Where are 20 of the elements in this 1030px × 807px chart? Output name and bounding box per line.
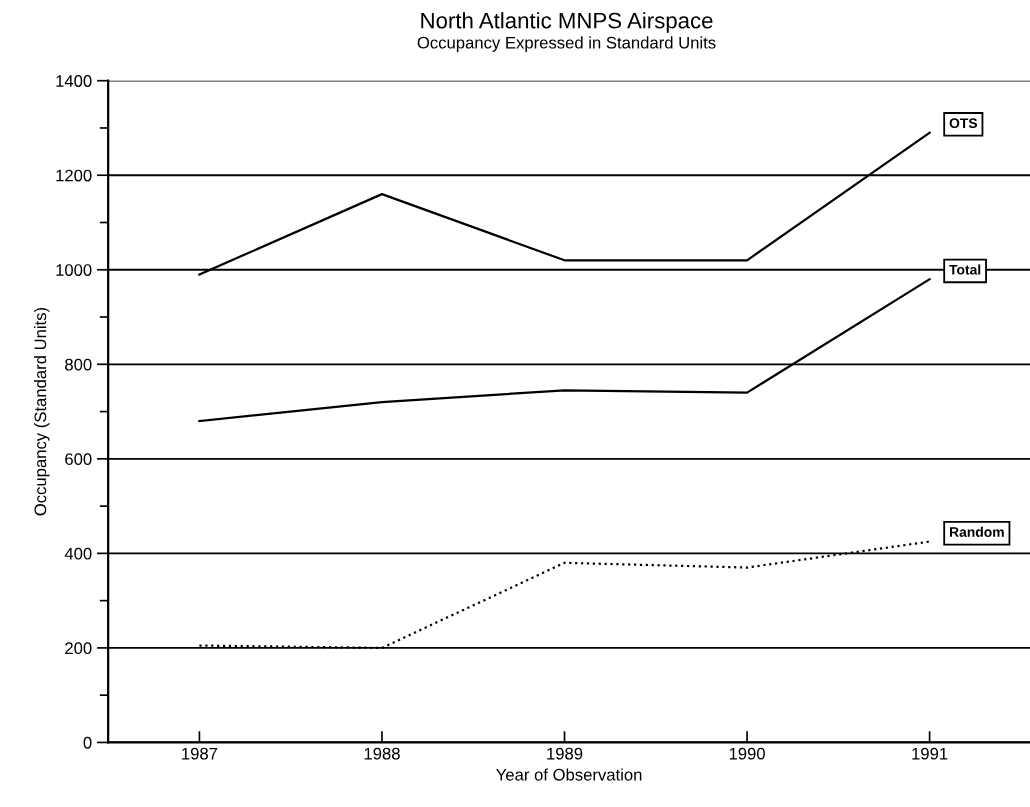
y-tick-label: 0 — [83, 736, 92, 749]
x-tick-label: 1988 — [364, 747, 400, 760]
y-axis-title: Occupancy (Standard Units) — [34, 307, 50, 516]
y-tick-label: 1400 — [56, 75, 92, 87]
x-tick-label: 1991 — [912, 747, 948, 760]
y-tick-label: 400 — [64, 547, 92, 560]
y-tick-label: 1200 — [56, 169, 92, 182]
series-label: OTS — [949, 118, 978, 129]
y-tick-label: 1000 — [56, 264, 92, 276]
x-tick-label: 1989 — [547, 747, 583, 760]
x-tick-label: 1990 — [729, 747, 765, 760]
chart-title: North Atlantic MNPS Airspace — [421, 12, 713, 33]
x-tick-label: 1987 — [182, 747, 218, 760]
chart-subtitle: Occupancy Expressed in Standard Units — [417, 36, 716, 52]
series-label: Random — [949, 526, 1004, 537]
x-axis-title: Year of Observation — [496, 768, 642, 781]
series-label: Total — [949, 264, 981, 275]
y-tick-label: 200 — [65, 642, 92, 655]
y-tick-label: 600 — [65, 453, 92, 466]
y-tick-label: 800 — [65, 358, 92, 371]
